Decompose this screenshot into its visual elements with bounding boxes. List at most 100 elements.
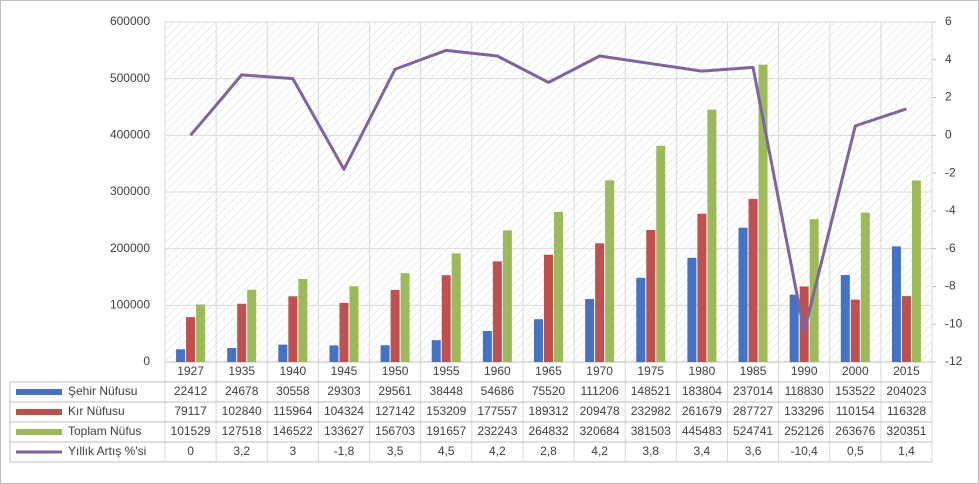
- bar: [534, 319, 543, 362]
- table-cell: 115964: [273, 404, 312, 418]
- legend-label: Şehir Nüfusu: [68, 384, 137, 398]
- table-cell: 101529: [171, 424, 211, 438]
- table-cell: 127518: [222, 424, 262, 438]
- table-cell: 3,5: [387, 444, 404, 458]
- x-tick-label: 1990: [791, 364, 818, 378]
- y-tick-label: 400000: [110, 128, 150, 142]
- table-cell: 4,5: [438, 444, 455, 458]
- y-tick-label: 500000: [110, 71, 150, 85]
- bar: [911, 180, 921, 362]
- table-cell: 445483: [682, 424, 722, 438]
- bar: [636, 277, 646, 362]
- table-cell: 30558: [276, 384, 310, 398]
- table-cell: 110154: [836, 404, 875, 418]
- table-cell: 116328: [887, 404, 926, 418]
- legend-key: [16, 429, 62, 435]
- table-cell: 104324: [324, 404, 364, 418]
- bar: [860, 212, 870, 362]
- table-cell: 0: [187, 444, 194, 458]
- table-cell: 177557: [477, 404, 517, 418]
- table-cell: 264832: [528, 424, 568, 438]
- table-cell: 38448: [430, 384, 464, 398]
- y2-tick-label: -4: [945, 203, 956, 217]
- x-tick-label: 1935: [228, 364, 255, 378]
- y2-tick-label: -2: [945, 165, 956, 179]
- table-cell: 209478: [580, 404, 620, 418]
- y-tick-label: 0: [143, 354, 150, 368]
- table-cell: 232982: [631, 404, 671, 418]
- table-cell: 0,5: [847, 444, 864, 458]
- table-cell: 381503: [631, 424, 671, 438]
- table-cell: 29561: [378, 384, 412, 398]
- bar: [901, 296, 911, 362]
- table-cell: 54686: [481, 384, 515, 398]
- table-cell: 287727: [733, 404, 773, 418]
- table-cell: 524741: [733, 424, 773, 438]
- table-cell: 189312: [528, 404, 568, 418]
- table-cell: -10,4: [790, 444, 818, 458]
- table-cell: 3,2: [233, 444, 250, 458]
- bar: [840, 275, 850, 362]
- bar: [227, 348, 237, 362]
- x-tick-label: 1940: [279, 364, 306, 378]
- table-cell: 3: [289, 444, 296, 458]
- x-tick-label: 1980: [689, 364, 716, 378]
- table-cell: 204023: [886, 384, 926, 398]
- x-tick-label: 1955: [433, 364, 460, 378]
- table-cell: 183804: [682, 384, 722, 398]
- bar: [789, 294, 799, 362]
- bar: [687, 257, 697, 362]
- bar: [247, 289, 257, 362]
- legend-key: [16, 409, 62, 415]
- bar: [237, 303, 247, 362]
- y2-tick-label: -6: [945, 241, 956, 255]
- table-cell: -1,8: [334, 444, 355, 458]
- bar: [738, 227, 748, 362]
- bar: [502, 230, 512, 362]
- legend-label: Yıllık Artış %'si: [68, 444, 146, 458]
- x-tick-label: 1975: [637, 364, 664, 378]
- y2-tick-label: 4: [945, 52, 952, 66]
- x-tick-label: 2000: [842, 364, 869, 378]
- bar: [186, 317, 196, 362]
- table-cell: 75520: [532, 384, 566, 398]
- table-cell: 237014: [733, 384, 773, 398]
- line: [189, 48, 907, 334]
- legend-label: Toplam Nüfus: [68, 424, 141, 438]
- bar: [400, 273, 410, 362]
- bar: [288, 296, 298, 362]
- bar: [196, 304, 206, 362]
- table-cell: 153522: [835, 384, 875, 398]
- x-tick-label: 2015: [893, 364, 920, 378]
- table-cell: 24678: [225, 384, 259, 398]
- table-cell: 263676: [835, 424, 875, 438]
- table-cell: 133296: [784, 404, 824, 418]
- table-cell: 4,2: [591, 444, 608, 458]
- table-cell: 252126: [784, 424, 824, 438]
- bar: [380, 345, 390, 362]
- table-cell: 79117: [174, 404, 207, 418]
- table-cell: 4,2: [489, 444, 506, 458]
- bar: [554, 211, 563, 362]
- table-cell: 3,6: [745, 444, 762, 458]
- bar: [329, 345, 339, 362]
- bar: [482, 331, 492, 362]
- bar: [544, 254, 553, 362]
- table-cell: 146522: [273, 424, 313, 438]
- x-tick-label: 1950: [382, 364, 409, 378]
- table-cell: 148521: [631, 384, 671, 398]
- bar: [339, 302, 349, 362]
- bar: [595, 243, 605, 362]
- x-tick-label: 1965: [535, 364, 562, 378]
- bar: [585, 298, 595, 362]
- bar: [891, 246, 901, 362]
- table-cell: 3,4: [694, 444, 711, 458]
- table-cell: 261679: [682, 404, 722, 418]
- table-cell: 3,8: [642, 444, 659, 458]
- table-cell: 29303: [327, 384, 361, 398]
- x-tick-label: 1985: [740, 364, 767, 378]
- y-tick-label: 100000: [110, 298, 150, 312]
- x-tick-label: 1960: [484, 364, 511, 378]
- bar: [697, 213, 707, 362]
